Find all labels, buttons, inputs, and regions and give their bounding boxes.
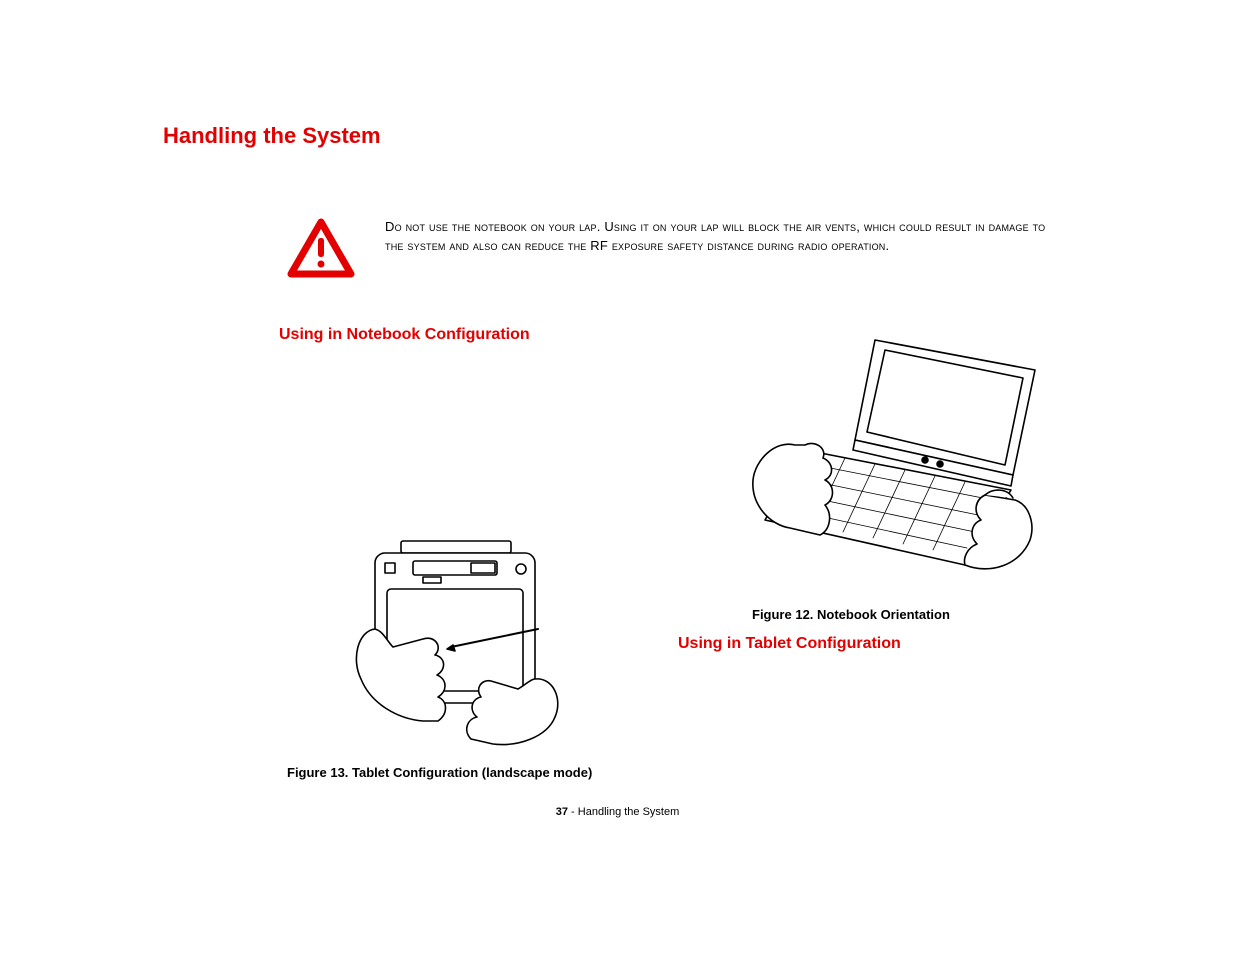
warning-block: Do not use the notebook on your lap. Usi… [287, 218, 1065, 278]
figure-13-caption: Figure 13. Tablet Configuration (landsca… [287, 765, 592, 780]
heading-tablet-config: Using in Tablet Configuration [678, 635, 901, 653]
figure-12-illustration [735, 330, 1045, 580]
figure-12-caption: Figure 12. Notebook Orientation [752, 607, 950, 622]
footer-separator: - [568, 806, 578, 818]
page: Handling the System Do not use the noteb… [0, 0, 1235, 954]
warning-text: Do not use the notebook on your lap. Usi… [385, 218, 1065, 256]
warning-icon [287, 218, 355, 278]
page-title: Handling the System [163, 123, 381, 149]
heading-notebook-config: Using in Notebook Configuration [279, 326, 530, 344]
footer-section: Handling the System [578, 806, 680, 818]
footer-page-number: 37 [556, 806, 568, 818]
page-footer: 37 - Handling the System [0, 806, 1235, 818]
figure-13-illustration [353, 539, 563, 749]
